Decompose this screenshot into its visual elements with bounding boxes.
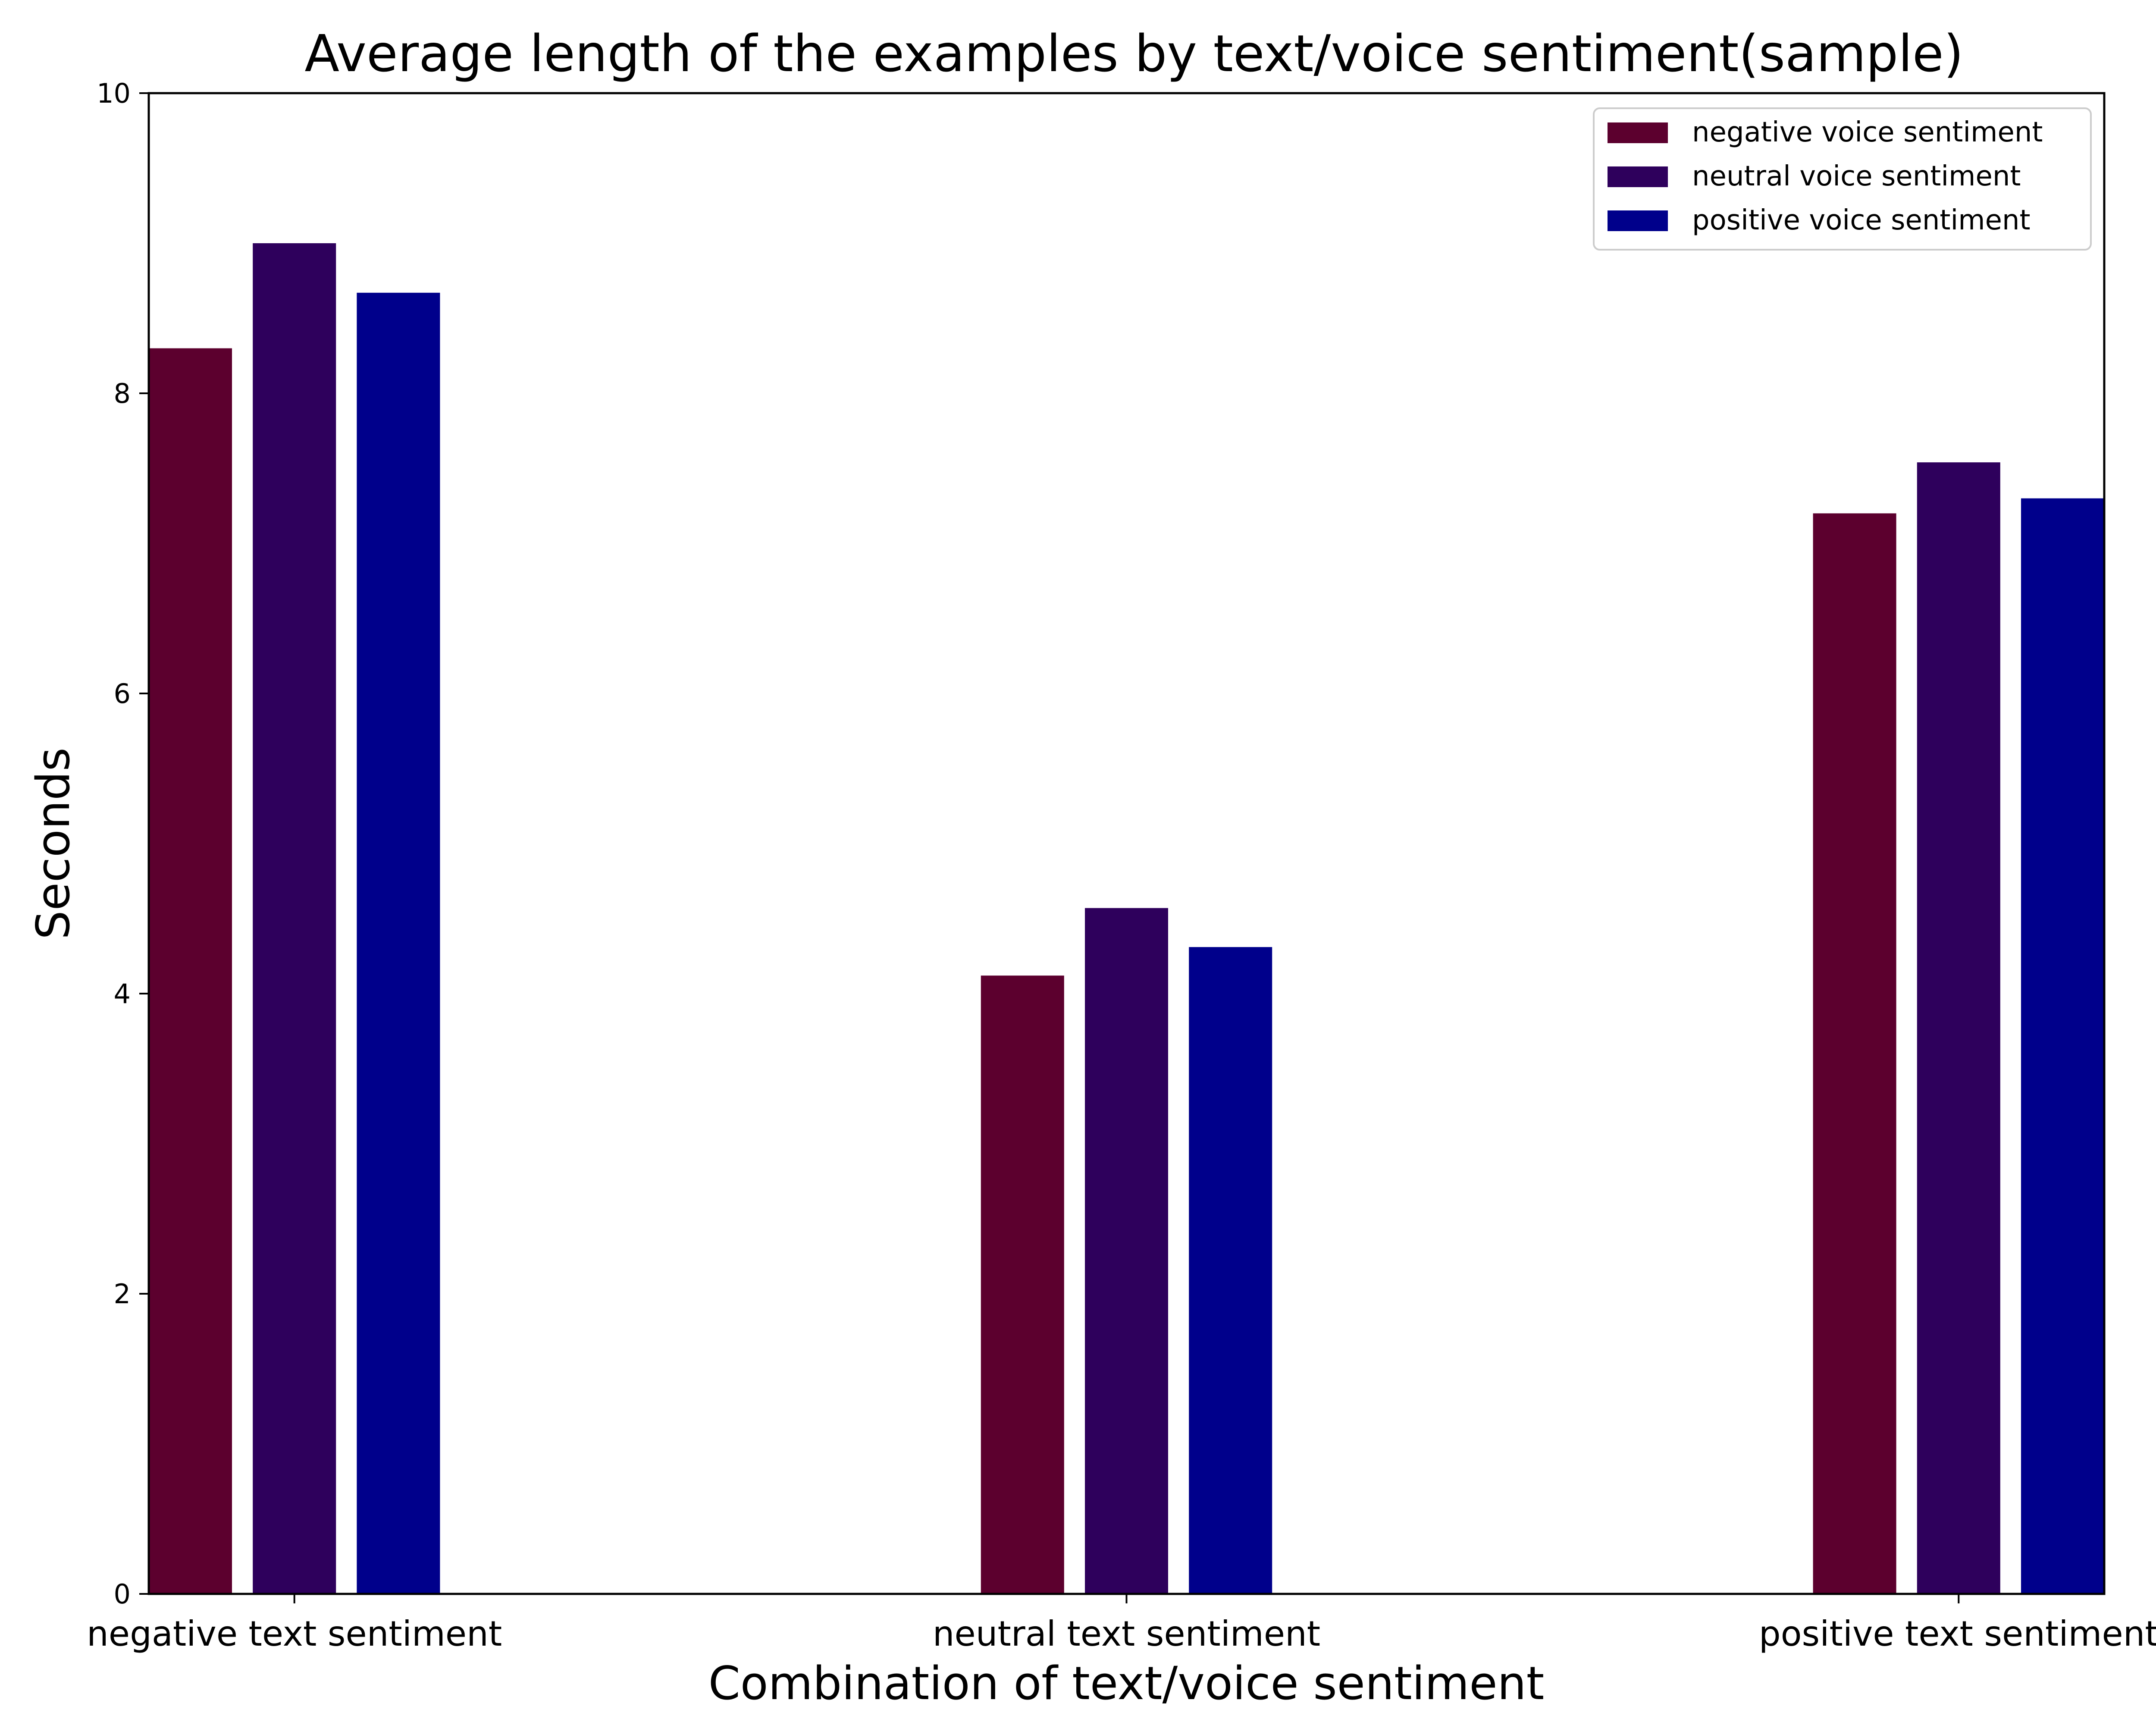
bar-1-1 [149, 348, 232, 1594]
bar-3-1 [357, 292, 440, 1594]
x-axis-label: Combination of text/voice sentiment [708, 1657, 1545, 1710]
x-tick-label: positive text sentiment [1759, 1614, 2156, 1654]
bar-3-2 [1189, 947, 1272, 1594]
x-tick-label: neutral text sentiment [933, 1614, 1320, 1654]
bar-2-2 [1085, 908, 1168, 1594]
bars-group [149, 243, 2104, 1594]
y-axis: 0 2 4 6 8 10 [97, 78, 149, 1610]
bar-3-3 [2021, 498, 2104, 1594]
y-tick-label: 2 [114, 1278, 131, 1310]
bar-1-2 [981, 975, 1064, 1594]
legend-label: neutral voice sentiment [1692, 160, 2021, 192]
bar-1-3 [1813, 513, 1896, 1594]
y-tick-label: 8 [114, 378, 131, 409]
legend-swatch [1608, 210, 1668, 231]
y-axis-label: Seconds [27, 747, 80, 939]
x-tick-label: negative text sentiment [87, 1614, 502, 1654]
y-tick-label: 0 [114, 1578, 131, 1610]
bar-2-3 [1917, 462, 2000, 1594]
legend-swatch [1608, 122, 1668, 143]
chart-title: Average length of the examples by text/v… [304, 24, 1963, 83]
legend-label: positive voice sentiment [1692, 204, 2031, 236]
legend: negative voice sentiment neutral voice se… [1593, 107, 2092, 251]
y-tick-label: 10 [97, 78, 131, 109]
legend-frame [1593, 107, 2092, 251]
y-tick-label: 6 [114, 678, 131, 709]
bar-2-1 [253, 243, 336, 1594]
legend-swatch [1608, 166, 1668, 187]
legend-label: negative voice sentiment [1692, 116, 2043, 148]
y-tick-label: 4 [114, 978, 131, 1010]
x-axis: negative text sentiment neutral text sent… [87, 1594, 2156, 1654]
